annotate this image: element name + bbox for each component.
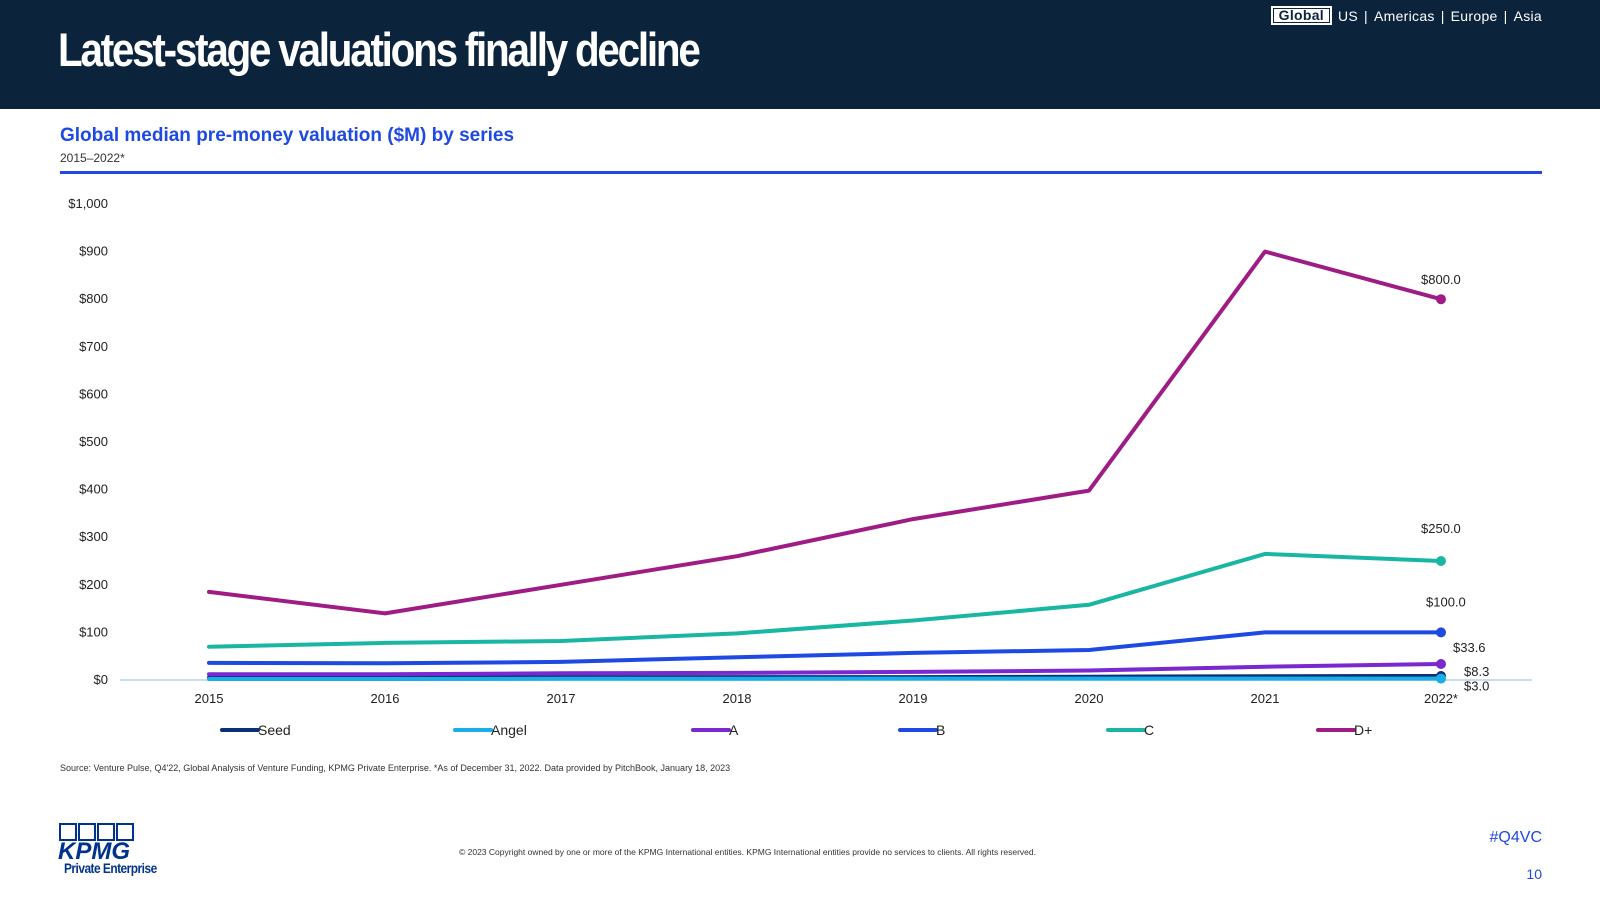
x-tick-label: 2016	[371, 691, 400, 706]
source-note: Source: Venture Pulse, Q4'22, Global Ana…	[60, 763, 731, 773]
y-tick-label: $900	[79, 244, 108, 259]
legend-label: Angel	[491, 722, 527, 738]
legend-label: Seed	[258, 722, 291, 738]
series-line-d-plus	[207, 249, 1443, 616]
data-label-b: $100.0	[1426, 594, 1466, 609]
header-bar	[0, 0, 1600, 109]
x-tick-label: 2021	[1251, 691, 1280, 706]
y-tick-label: $0	[94, 672, 108, 687]
data-label-d-plus: $800.0	[1421, 272, 1461, 287]
x-tick-label: 2020	[1075, 691, 1104, 706]
series-endpoint	[1436, 556, 1446, 566]
y-tick-label: $1,000	[68, 196, 108, 211]
region-nav: Global US | Americas | Europe | Asia	[1270, 6, 1542, 25]
region-global-tab[interactable]: Global	[1270, 6, 1332, 25]
x-tick-label: 2022*	[1424, 691, 1458, 706]
logo-text: KPMG	[58, 838, 130, 865]
series-endpoint	[1436, 294, 1446, 305]
x-tick-label: 2015	[195, 691, 224, 706]
data-label-angel: $3.0	[1464, 679, 1489, 694]
y-tick-label: $200	[79, 577, 108, 592]
region-europe-tab[interactable]: Europe	[1450, 7, 1498, 24]
y-tick-label: $600	[79, 386, 108, 401]
chart-title: Global median pre-money valuation ($M) b…	[60, 125, 515, 146]
hashtag: #Q4VC	[1489, 829, 1542, 846]
series-endpoint	[1436, 627, 1446, 638]
series-line-a	[207, 662, 1443, 677]
series-endpoint	[1436, 673, 1446, 684]
data-label-seed: $8.3	[1464, 664, 1489, 679]
legend-label: A	[729, 722, 739, 738]
region-asia-tab[interactable]: Asia	[1513, 7, 1542, 24]
nav-separator: |	[1503, 7, 1508, 24]
x-tick-label: 2018	[723, 691, 752, 706]
nav-separator: |	[1364, 7, 1368, 24]
y-tick-label: $400	[79, 482, 108, 497]
region-us-tab[interactable]: US	[1337, 7, 1359, 24]
title-divider	[60, 171, 1542, 174]
legend-label: C	[1144, 722, 1154, 738]
legend-label: D+	[1354, 722, 1372, 738]
chart-subtitle: 2015–2022*	[60, 151, 125, 165]
data-label-a: $33.6	[1453, 640, 1486, 655]
slide-title: Latest-stage valuations finally decline	[58, 23, 701, 76]
y-tick-label: $700	[79, 339, 108, 354]
y-tick-label: $300	[79, 529, 108, 544]
series-endpoint	[1436, 659, 1446, 670]
legend-label: B	[936, 722, 945, 738]
region-americas-tab[interactable]: Americas	[1373, 7, 1435, 24]
copyright-note: © 2023 Copyright owned by one or more of…	[459, 847, 1036, 857]
series-line-b	[207, 630, 1443, 666]
data-label-c: $250.0	[1421, 521, 1461, 536]
logo-subtext: Private Enterprise	[64, 860, 157, 876]
kpmg-logo: KPMG	[58, 823, 134, 865]
y-tick-label: $100	[79, 624, 108, 639]
series-line-c	[207, 551, 1443, 649]
y-tick-label: $500	[79, 434, 108, 449]
line-chart: $0 $100 $200 $300 $400 $500 $600 $700 $800 $900 $1…	[68, 196, 1532, 738]
x-tick-label: 2019	[899, 691, 928, 706]
page-number: 10	[1526, 866, 1542, 882]
x-tick-label: 2017	[547, 691, 576, 706]
y-tick-label: $800	[79, 291, 108, 306]
nav-separator: |	[1440, 7, 1445, 24]
